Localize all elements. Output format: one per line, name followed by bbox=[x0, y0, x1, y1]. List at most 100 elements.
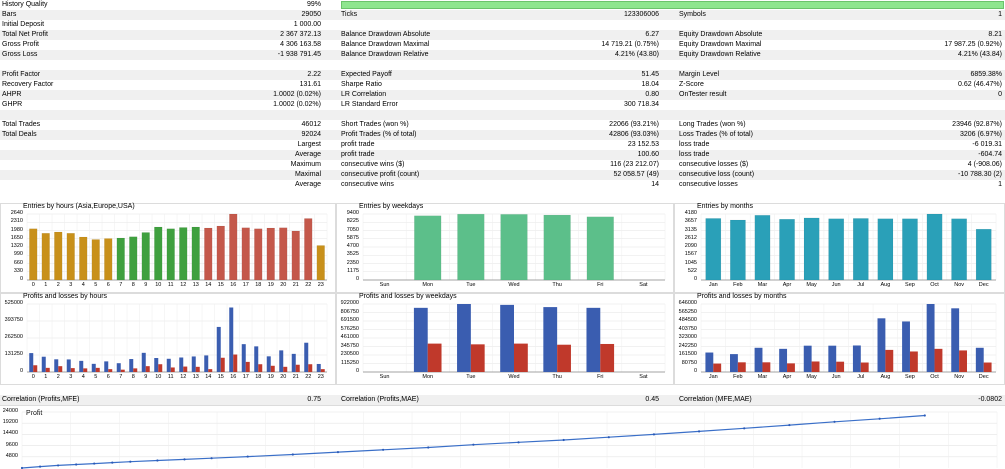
x-tick-label: Thu bbox=[552, 374, 562, 380]
summary-label: Balance Drawdown Relative bbox=[341, 51, 429, 58]
summary-value bbox=[180, 140, 321, 150]
summary-value bbox=[180, 150, 321, 160]
summary-value: 42806 (93.03%) bbox=[609, 131, 659, 138]
bar bbox=[975, 228, 992, 281]
bar bbox=[183, 366, 188, 372]
y-tick-label: 990 bbox=[13, 251, 23, 258]
correlation-value: 0.45 bbox=[645, 396, 659, 403]
summary-value: 3206 (6.97%) bbox=[959, 131, 1002, 138]
summary-label: Largest bbox=[297, 141, 321, 148]
x-tick-label: 22 bbox=[305, 282, 312, 288]
summary-label: Recovery Factor bbox=[2, 81, 54, 88]
bar bbox=[902, 218, 918, 281]
profit-point bbox=[129, 460, 132, 463]
profit-line bbox=[21, 414, 925, 469]
profit-point bbox=[156, 459, 159, 462]
y-tick-label: 0 bbox=[693, 368, 697, 374]
bar bbox=[245, 361, 250, 372]
summary-value: 116 (23 212.07) bbox=[610, 161, 659, 168]
y-tick-label: 0 bbox=[693, 276, 697, 282]
chart-panel: Entries by hours (Asia,Europe,USA) 2640 23… bbox=[0, 203, 336, 293]
y-tick-label: 330 bbox=[13, 267, 23, 274]
x-tick-label: 2 bbox=[56, 374, 60, 380]
y-tick-label: 3135 bbox=[684, 226, 697, 233]
summary-value: 300 718.34 bbox=[623, 101, 659, 108]
chart-title: Entries by weekdays bbox=[359, 203, 424, 210]
summary-row: Total Net Profit 2 367 372.13 Balance Draw… bbox=[0, 30, 1005, 40]
chart-svg bbox=[362, 303, 666, 373]
profit-point bbox=[472, 443, 475, 446]
profit-point bbox=[382, 448, 385, 451]
bar bbox=[600, 343, 615, 372]
bar bbox=[828, 218, 845, 281]
y-tick-label: 461000 bbox=[340, 334, 359, 340]
bar bbox=[737, 362, 746, 372]
y-tick-label: 0 bbox=[355, 276, 359, 282]
bar bbox=[836, 361, 845, 372]
summary-value: 22066 (93.21%) bbox=[609, 121, 659, 128]
x-tick-label: 15 bbox=[217, 282, 224, 288]
profit-point bbox=[57, 464, 60, 467]
x-tick-label: May bbox=[806, 374, 817, 380]
summary-label: Profit Factor bbox=[2, 71, 41, 78]
x-tick-label: 9 bbox=[144, 282, 148, 288]
bar bbox=[279, 350, 284, 372]
summary-label: consecutive loss (count) bbox=[679, 171, 755, 178]
bar bbox=[166, 228, 175, 281]
profit-point bbox=[111, 461, 114, 464]
history-quality-bar bbox=[341, 1, 1004, 9]
correlation-label: Correlation (Profits,MAE) bbox=[341, 396, 419, 403]
profit-point bbox=[697, 430, 701, 433]
chart-svg bbox=[20, 411, 998, 469]
summary-label: loss trade bbox=[679, 141, 710, 148]
x-tick-label: Jan bbox=[708, 374, 718, 380]
bar bbox=[762, 362, 771, 372]
correlation-label: Correlation (Profits,MFE) bbox=[2, 396, 80, 403]
bar bbox=[779, 219, 795, 281]
summary-label: Total Net Profit bbox=[2, 31, 48, 38]
bar bbox=[877, 318, 886, 372]
summary-label: OnTester result bbox=[679, 91, 727, 98]
bar bbox=[254, 228, 263, 281]
summary-label: Sharpe Ratio bbox=[341, 81, 382, 88]
y-tick-label: 242250 bbox=[678, 342, 697, 349]
y-tick-label: 24000 bbox=[2, 408, 18, 414]
summary-value: 51.45 bbox=[641, 71, 659, 78]
bar bbox=[66, 233, 75, 281]
bar bbox=[500, 214, 528, 281]
y-tick-label: 5875 bbox=[346, 234, 359, 241]
bar bbox=[852, 345, 861, 372]
summary-value: 123306006 bbox=[623, 11, 659, 18]
x-tick-label: Wed bbox=[508, 282, 520, 288]
bar bbox=[926, 213, 943, 281]
y-tick-label: 4180 bbox=[684, 210, 697, 216]
bar bbox=[220, 357, 225, 372]
summary-value: 52 058.57 (49) bbox=[613, 171, 659, 178]
chart-svg bbox=[26, 213, 328, 281]
profit-point bbox=[210, 457, 213, 460]
summary-value: 23946 (92.87%) bbox=[952, 121, 1002, 128]
y-tick-label: 323000 bbox=[678, 334, 697, 340]
x-tick-label: 17 bbox=[242, 282, 249, 288]
y-tick-label: 262500 bbox=[4, 334, 23, 340]
bar bbox=[586, 307, 601, 372]
x-tick-label: 10 bbox=[155, 374, 162, 380]
bar bbox=[291, 230, 300, 281]
summary-row: GHPR 1.0002 (0.02%) LR Standard Error 300 7… bbox=[0, 100, 1005, 110]
x-tick-label: 3 bbox=[69, 282, 73, 288]
y-tick-label: 1045 bbox=[684, 259, 697, 266]
bar bbox=[141, 352, 146, 372]
y-tick-label: 484500 bbox=[678, 317, 697, 323]
x-tick-label: Tue bbox=[466, 282, 476, 288]
summary-label: Total Trades bbox=[2, 121, 41, 128]
bar bbox=[95, 367, 100, 372]
summary-row: Bars 29050 Ticks 123306006 Symbols 1 bbox=[0, 10, 1005, 20]
bar bbox=[270, 365, 275, 372]
bar bbox=[959, 350, 967, 372]
bar bbox=[586, 216, 614, 281]
bar bbox=[308, 364, 313, 372]
x-tick-label: 19 bbox=[267, 374, 274, 380]
chart-title: Profits and losses by months bbox=[697, 293, 787, 300]
bar bbox=[543, 307, 558, 372]
summary-value: 4 306 163.58 bbox=[280, 41, 321, 48]
